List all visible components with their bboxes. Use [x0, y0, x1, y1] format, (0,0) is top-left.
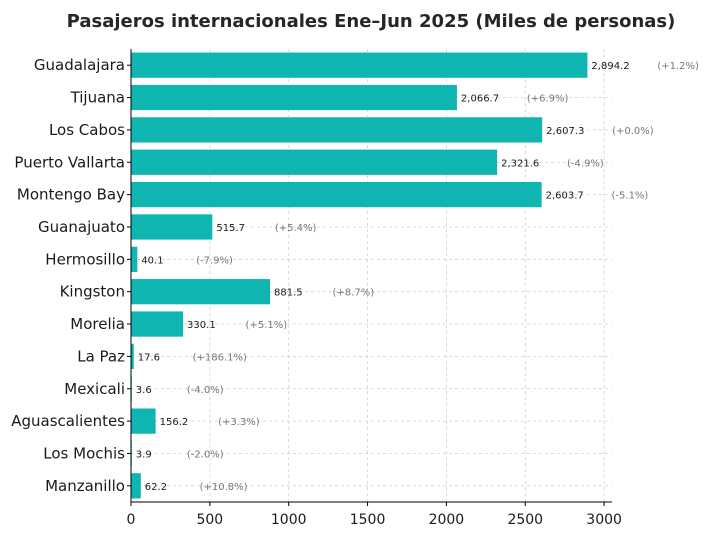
- change-label: (-2.0%): [187, 449, 224, 460]
- value-label: 881.5: [274, 288, 303, 299]
- x-tick-label: 0: [127, 512, 136, 528]
- bar-labels: Guadalajara 2,894.2 (+1.2%) Tijuana 2,066.7 (…: [11, 56, 699, 495]
- category-label: Morelia: [70, 315, 125, 333]
- category-label: Hermosillo: [45, 250, 125, 268]
- x-tick-label: 1500: [350, 512, 386, 528]
- x-tick-label: 3000: [586, 512, 622, 528]
- bar: [131, 181, 542, 208]
- x-tick-label: 2000: [429, 512, 465, 528]
- value-label: 2,894.2: [591, 61, 629, 72]
- value-label: 2,321.6: [501, 158, 539, 169]
- bar: [131, 246, 138, 272]
- category-label: Guanajuato: [38, 218, 125, 236]
- change-label: (+1.2%): [657, 61, 699, 72]
- value-label: 17.6: [138, 352, 160, 363]
- axes: 0 500 1000 1500 2000 2500 3000: [127, 49, 622, 528]
- chart-title: Pasajeros internacionales Ene–Jun 2025 (…: [67, 11, 676, 32]
- bar: [131, 279, 271, 305]
- value-label: 62.2: [145, 482, 167, 493]
- bar: [131, 473, 141, 499]
- category-label: Guadalajara: [34, 56, 125, 74]
- category-label: Mexicali: [64, 380, 125, 398]
- category-label: Puerto Vallarta: [14, 153, 125, 171]
- change-label: (-7.9%): [196, 255, 233, 266]
- change-label: (-4.0%): [187, 385, 224, 396]
- value-label: 2,607.3: [546, 126, 584, 137]
- change-label: (+10.8%): [200, 482, 248, 493]
- bars: [131, 52, 588, 499]
- category-label: Tijuana: [70, 89, 125, 107]
- change-label: (+6.9%): [527, 94, 569, 105]
- change-label: (+5.1%): [246, 320, 288, 331]
- value-label: 3.9: [136, 449, 152, 460]
- bar: [131, 408, 156, 434]
- value-label: 515.7: [216, 223, 245, 234]
- change-label: (-5.1%): [612, 191, 649, 202]
- x-tick-label: 2500: [507, 512, 543, 528]
- category-label: Manzanillo: [45, 477, 125, 495]
- change-label: (+186.1%): [193, 352, 247, 363]
- change-label: (+3.3%): [218, 417, 260, 428]
- bar: [131, 84, 457, 111]
- bar: [131, 214, 213, 240]
- bar: [131, 311, 184, 337]
- value-label: 2,603.7: [546, 191, 584, 202]
- x-tick-label: 1000: [271, 512, 307, 528]
- category-label: La Paz: [77, 347, 125, 365]
- category-label: Montengo Bay: [17, 186, 125, 204]
- bar: [131, 52, 588, 78]
- category-label: Aguascalientes: [11, 412, 125, 430]
- change-label: (+5.4%): [275, 223, 317, 234]
- bar: [131, 149, 498, 175]
- value-label: 40.1: [141, 255, 163, 266]
- category-label: Los Cabos: [49, 121, 125, 139]
- change-label: (-4.9%): [567, 158, 604, 169]
- change-label: (+0.0%): [612, 126, 654, 137]
- bar: [131, 343, 134, 370]
- category-label: Los Mochis: [43, 444, 125, 462]
- category-label: Kingston: [60, 283, 125, 301]
- value-label: 156.2: [160, 417, 189, 428]
- grid-lines: [130, 49, 612, 502]
- value-label: 330.1: [187, 320, 216, 331]
- value-label: 3.6: [136, 385, 152, 396]
- value-label: 2,066.7: [461, 94, 499, 105]
- x-tick-label: 500: [196, 512, 223, 528]
- bar: [131, 117, 543, 143]
- change-label: (+8.7%): [333, 288, 375, 299]
